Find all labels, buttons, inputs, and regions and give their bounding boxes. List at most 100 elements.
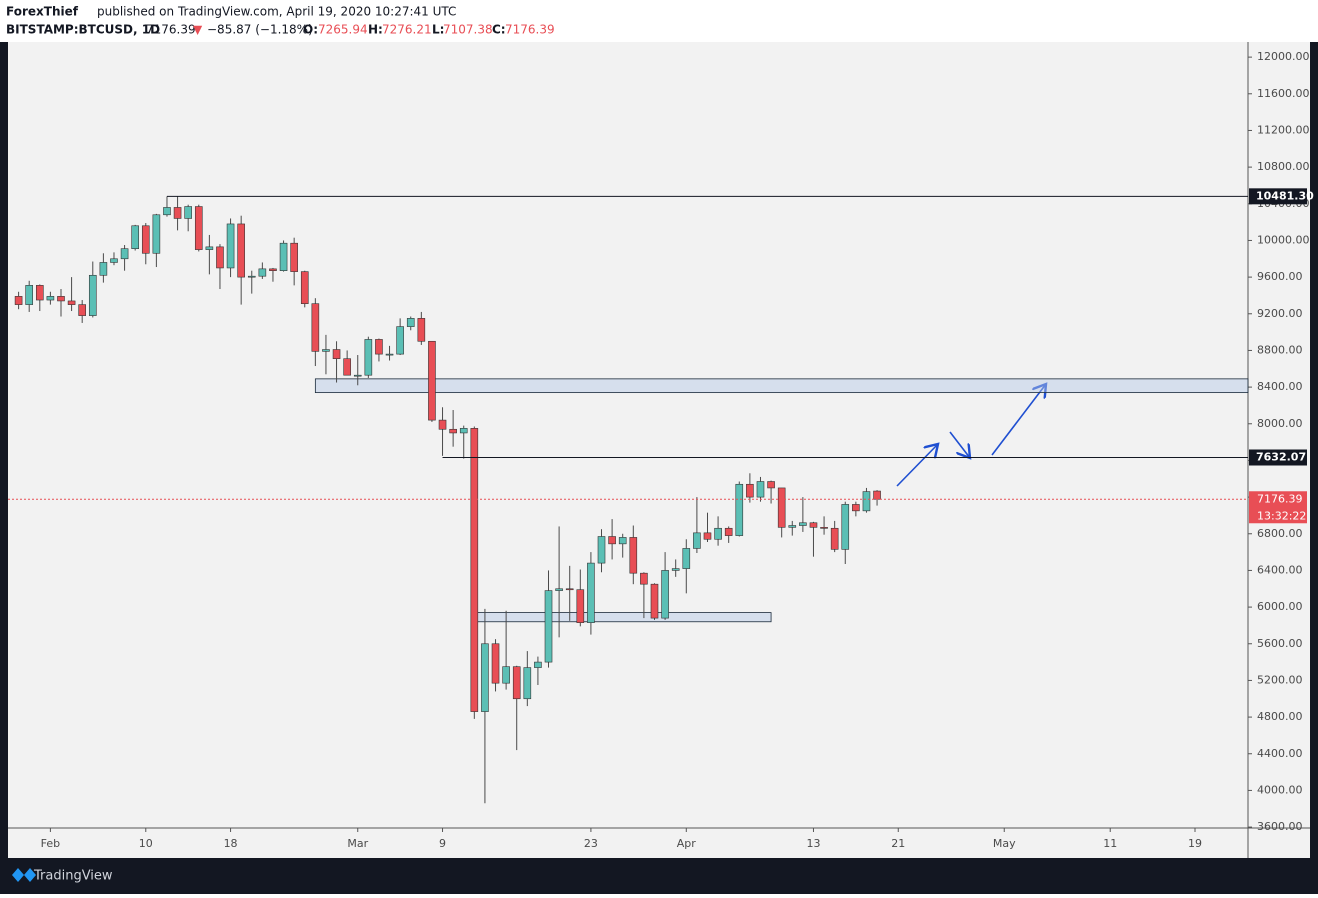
candle-body <box>163 207 171 216</box>
ohlc-label: C: <box>492 23 506 37</box>
candle-body <box>343 358 351 376</box>
x-tick-label: 19 <box>1188 837 1202 850</box>
candle-body <box>269 268 277 271</box>
candle-body <box>502 666 510 684</box>
ohlc-label: L: <box>432 23 444 37</box>
arrow <box>991 384 1046 456</box>
candle-body <box>481 643 489 712</box>
candle-body <box>587 562 595 623</box>
annotation-arrows <box>896 384 1046 487</box>
candle-body <box>862 491 871 512</box>
level-label: 10481.30 <box>1256 189 1314 202</box>
y-tick-label: 10800.00 <box>1257 160 1310 173</box>
candle-body <box>152 214 161 254</box>
candle-body <box>820 527 828 529</box>
y-tick-label: 3600.00 <box>1257 820 1303 833</box>
candle-body <box>841 504 850 550</box>
level-label: 7632.07 <box>1256 450 1306 463</box>
x-tick-label: Mar <box>347 837 368 850</box>
candle-body <box>459 428 468 434</box>
candle-body <box>671 568 680 571</box>
candle-body <box>332 349 341 359</box>
candle-body <box>470 428 479 712</box>
candle-body <box>852 504 860 512</box>
candle-body <box>78 304 86 316</box>
candle-body <box>14 296 23 305</box>
candle-body <box>735 483 744 536</box>
candle-body <box>216 246 224 269</box>
candle-body <box>226 223 235 269</box>
arrow <box>949 431 970 458</box>
candle-body <box>565 588 574 591</box>
y-tick-label: 4000.00 <box>1257 783 1303 796</box>
candle-body <box>491 643 500 684</box>
candle-body <box>777 487 786 528</box>
candle-body <box>205 246 214 250</box>
candle-body <box>173 207 182 219</box>
author: ForexThief <box>6 5 79 19</box>
candle-body <box>597 536 606 564</box>
candle-body <box>438 419 447 430</box>
y-tick-label: 4800.00 <box>1257 710 1303 723</box>
candle-body <box>873 490 881 500</box>
candle-body <box>131 225 139 249</box>
candle-body <box>608 536 616 545</box>
zone <box>473 612 772 623</box>
candle-body <box>788 525 797 528</box>
x-tick-label: Feb <box>41 837 60 850</box>
candle-body <box>311 303 320 352</box>
candle-body <box>290 242 298 272</box>
change: −85.87 (−1.18%) <box>207 23 313 37</box>
y-tick-label: 6400.00 <box>1257 563 1303 576</box>
candle-body <box>258 268 267 277</box>
ohlc-value: 7265.94 <box>318 23 368 37</box>
y-tick-label: 8400.00 <box>1257 380 1303 393</box>
candle-body <box>417 318 426 342</box>
candle-body <box>428 340 436 421</box>
candle-body <box>724 527 733 536</box>
candle-body <box>799 522 807 526</box>
level-label-bg <box>1249 449 1307 466</box>
candle-body <box>353 374 362 377</box>
y-tick-label: 9200.00 <box>1257 307 1303 320</box>
candle-body <box>746 483 754 498</box>
y-tick-label: 6800.00 <box>1257 527 1303 540</box>
header-bar <box>0 0 1318 42</box>
candle-body <box>279 242 288 271</box>
y-tick-label: 12000.00 <box>1257 50 1310 63</box>
x-tick-label: 23 <box>584 837 598 850</box>
y-tick-label: 9600.00 <box>1257 270 1303 283</box>
candle-body <box>57 296 65 302</box>
ohlc-value: 7107.38 <box>443 23 493 37</box>
candle-body <box>523 667 532 700</box>
last-price-bg <box>1249 491 1307 524</box>
logo <box>12 868 36 882</box>
candle-body <box>194 206 203 250</box>
candle-body <box>120 248 129 260</box>
y-tick-label: 5600.00 <box>1257 637 1303 650</box>
candle-body <box>693 532 701 549</box>
candle-body <box>322 349 330 352</box>
candle-body <box>25 285 33 305</box>
candle-body <box>576 589 585 623</box>
y-tick-label: 4400.00 <box>1257 747 1303 760</box>
candle-body <box>35 285 44 301</box>
candle-body <box>141 225 150 254</box>
candle-body <box>544 590 553 663</box>
x-tick-label: May <box>993 837 1016 850</box>
x-tick-label: 10 <box>139 837 153 850</box>
candle-body <box>650 583 659 619</box>
candle-body <box>629 537 638 574</box>
countdown: 13:32:22 <box>1257 509 1306 522</box>
candle-body <box>46 296 55 301</box>
level-label-bg <box>1249 188 1307 205</box>
candle-body <box>247 275 256 278</box>
ohlc-value: 7276.21 <box>382 23 432 37</box>
candle-body <box>661 570 669 619</box>
y-tick-label: 8800.00 <box>1257 343 1303 356</box>
candle-body <box>512 666 521 700</box>
ohlc-label: H: <box>368 23 383 37</box>
chart-area <box>8 42 1310 858</box>
x-tick-label: 21 <box>891 837 905 850</box>
